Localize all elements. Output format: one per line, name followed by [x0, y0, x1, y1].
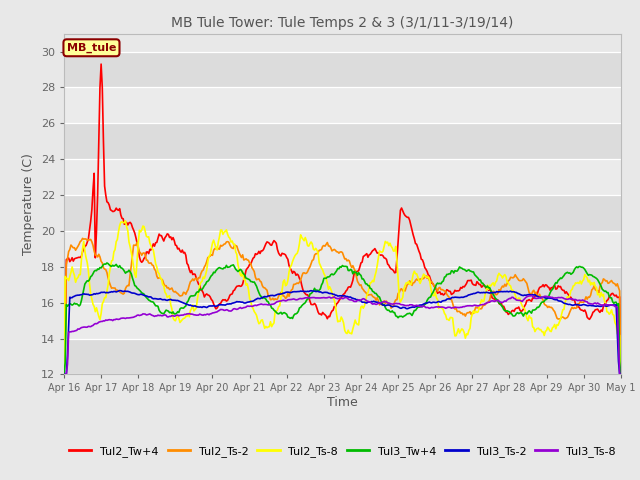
X-axis label: Time: Time [327, 396, 358, 409]
Bar [64, 159, 621, 195]
Bar [64, 338, 621, 374]
Y-axis label: Temperature (C): Temperature (C) [22, 153, 35, 255]
Title: MB Tule Tower: Tule Temps 2 & 3 (3/1/11-3/19/14): MB Tule Tower: Tule Temps 2 & 3 (3/1/11-… [172, 16, 513, 30]
Bar [64, 51, 621, 87]
Bar [64, 123, 621, 159]
Bar [64, 231, 621, 267]
Bar [64, 195, 621, 231]
Bar [64, 303, 621, 338]
Bar [64, 87, 621, 123]
Legend: Tul2_Tw+4, Tul2_Ts-2, Tul2_Ts-8, Tul3_Tw+4, Tul3_Ts-2, Tul3_Ts-8: Tul2_Tw+4, Tul2_Ts-2, Tul2_Ts-8, Tul3_Tw… [65, 441, 620, 461]
Bar [64, 267, 621, 303]
Text: MB_tule: MB_tule [67, 43, 116, 53]
